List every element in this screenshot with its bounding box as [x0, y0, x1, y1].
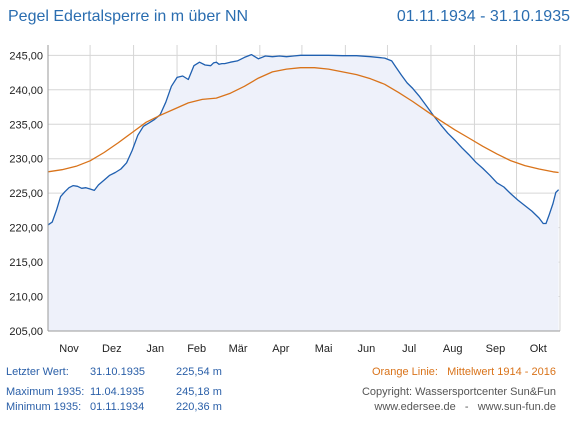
- footer-max-value: 245,18 m: [176, 386, 222, 398]
- footer-copyright: Copyright: Wassersportcenter Sun&Fun: [361, 386, 556, 398]
- footer-last-value: 225,54 m: [176, 366, 222, 378]
- x-tick-label: Jun: [358, 343, 376, 355]
- y-tick-label: 210,00: [9, 292, 43, 304]
- chart-plot: 205,00 210,00 215,00 220,00 225,00 230,00 235,…: [9, 45, 561, 355]
- x-tick-label: Jul: [402, 343, 416, 355]
- footer-min-label: Minimum 1935:: [6, 401, 82, 413]
- level-area: [48, 54, 559, 331]
- chart-series: [47, 53, 560, 226]
- orange-line-desc: Mittelwert 1914 - 2016: [447, 366, 556, 378]
- x-tick-label: Feb: [187, 343, 206, 355]
- footer-last-row: Letzter Wert: 31.10.1935 225,54 m: [6, 366, 222, 378]
- footer-max-label: Maximum 1935:: [6, 386, 85, 398]
- y-tick-label: 230,00: [9, 154, 43, 166]
- footer-max-row: Maximum 1935: 11.04.1935 245,18 m: [6, 386, 222, 398]
- chart-period: 01.11.1934 - 31.10.1935: [396, 8, 570, 25]
- y-tick-label: 215,00: [9, 257, 43, 269]
- x-tick-label: Nov: [59, 343, 79, 355]
- footer-last-label: Letzter Wert:: [6, 366, 69, 378]
- y-tick-label: 225,00: [9, 188, 43, 200]
- x-tick-label: Mär: [229, 343, 248, 355]
- x-tick-label: Apr: [272, 343, 289, 355]
- footer-min-date: 01.11.1934: [90, 401, 145, 413]
- footer-orange-legend: Orange Linie: Mittelwert 1914 - 2016: [372, 366, 556, 378]
- x-tick-label: Jan: [146, 343, 164, 355]
- orange-line-label: Orange Linie:: [371, 366, 438, 378]
- x-tick-label: Dez: [102, 343, 122, 355]
- y-tick-label: 205,00: [9, 326, 43, 338]
- y-tick-label: 235,00: [9, 119, 43, 131]
- y-tick-label: 240,00: [9, 85, 43, 97]
- x-tick-label: Sep: [486, 343, 506, 355]
- x-tick-labels: Nov Dez Jan Feb Mär Apr Mai Jun Jul Aug Sep Okt: [59, 343, 547, 355]
- footer-min-value: 220,36 m: [176, 401, 222, 413]
- level-series-line: [47, 53, 560, 226]
- chart-title: Pegel Edertalsperre in m über NN: [8, 8, 249, 25]
- x-tick-label: Aug: [443, 343, 463, 355]
- mean-series-line: [47, 67, 559, 174]
- footer-last-date: 31.10.1935: [90, 366, 146, 378]
- y-tick-label: 245,00: [9, 50, 43, 62]
- y-tick-label: 220,00: [9, 223, 43, 235]
- footer-min-row: Minimum 1935: 01.11.1934 220,36 m: [6, 401, 222, 413]
- footer-max-date: 11.04.1935: [90, 386, 145, 398]
- footer-sites: www.edersee.de - www.sun-fun.de: [374, 401, 556, 413]
- x-tick-label: Mai: [315, 343, 333, 355]
- y-tick-labels: 205,00 210,00 215,00 220,00 225,00 230,00 235,…: [9, 50, 43, 338]
- x-tick-label: Okt: [530, 343, 547, 355]
- chart-frame: [47, 45, 560, 332]
